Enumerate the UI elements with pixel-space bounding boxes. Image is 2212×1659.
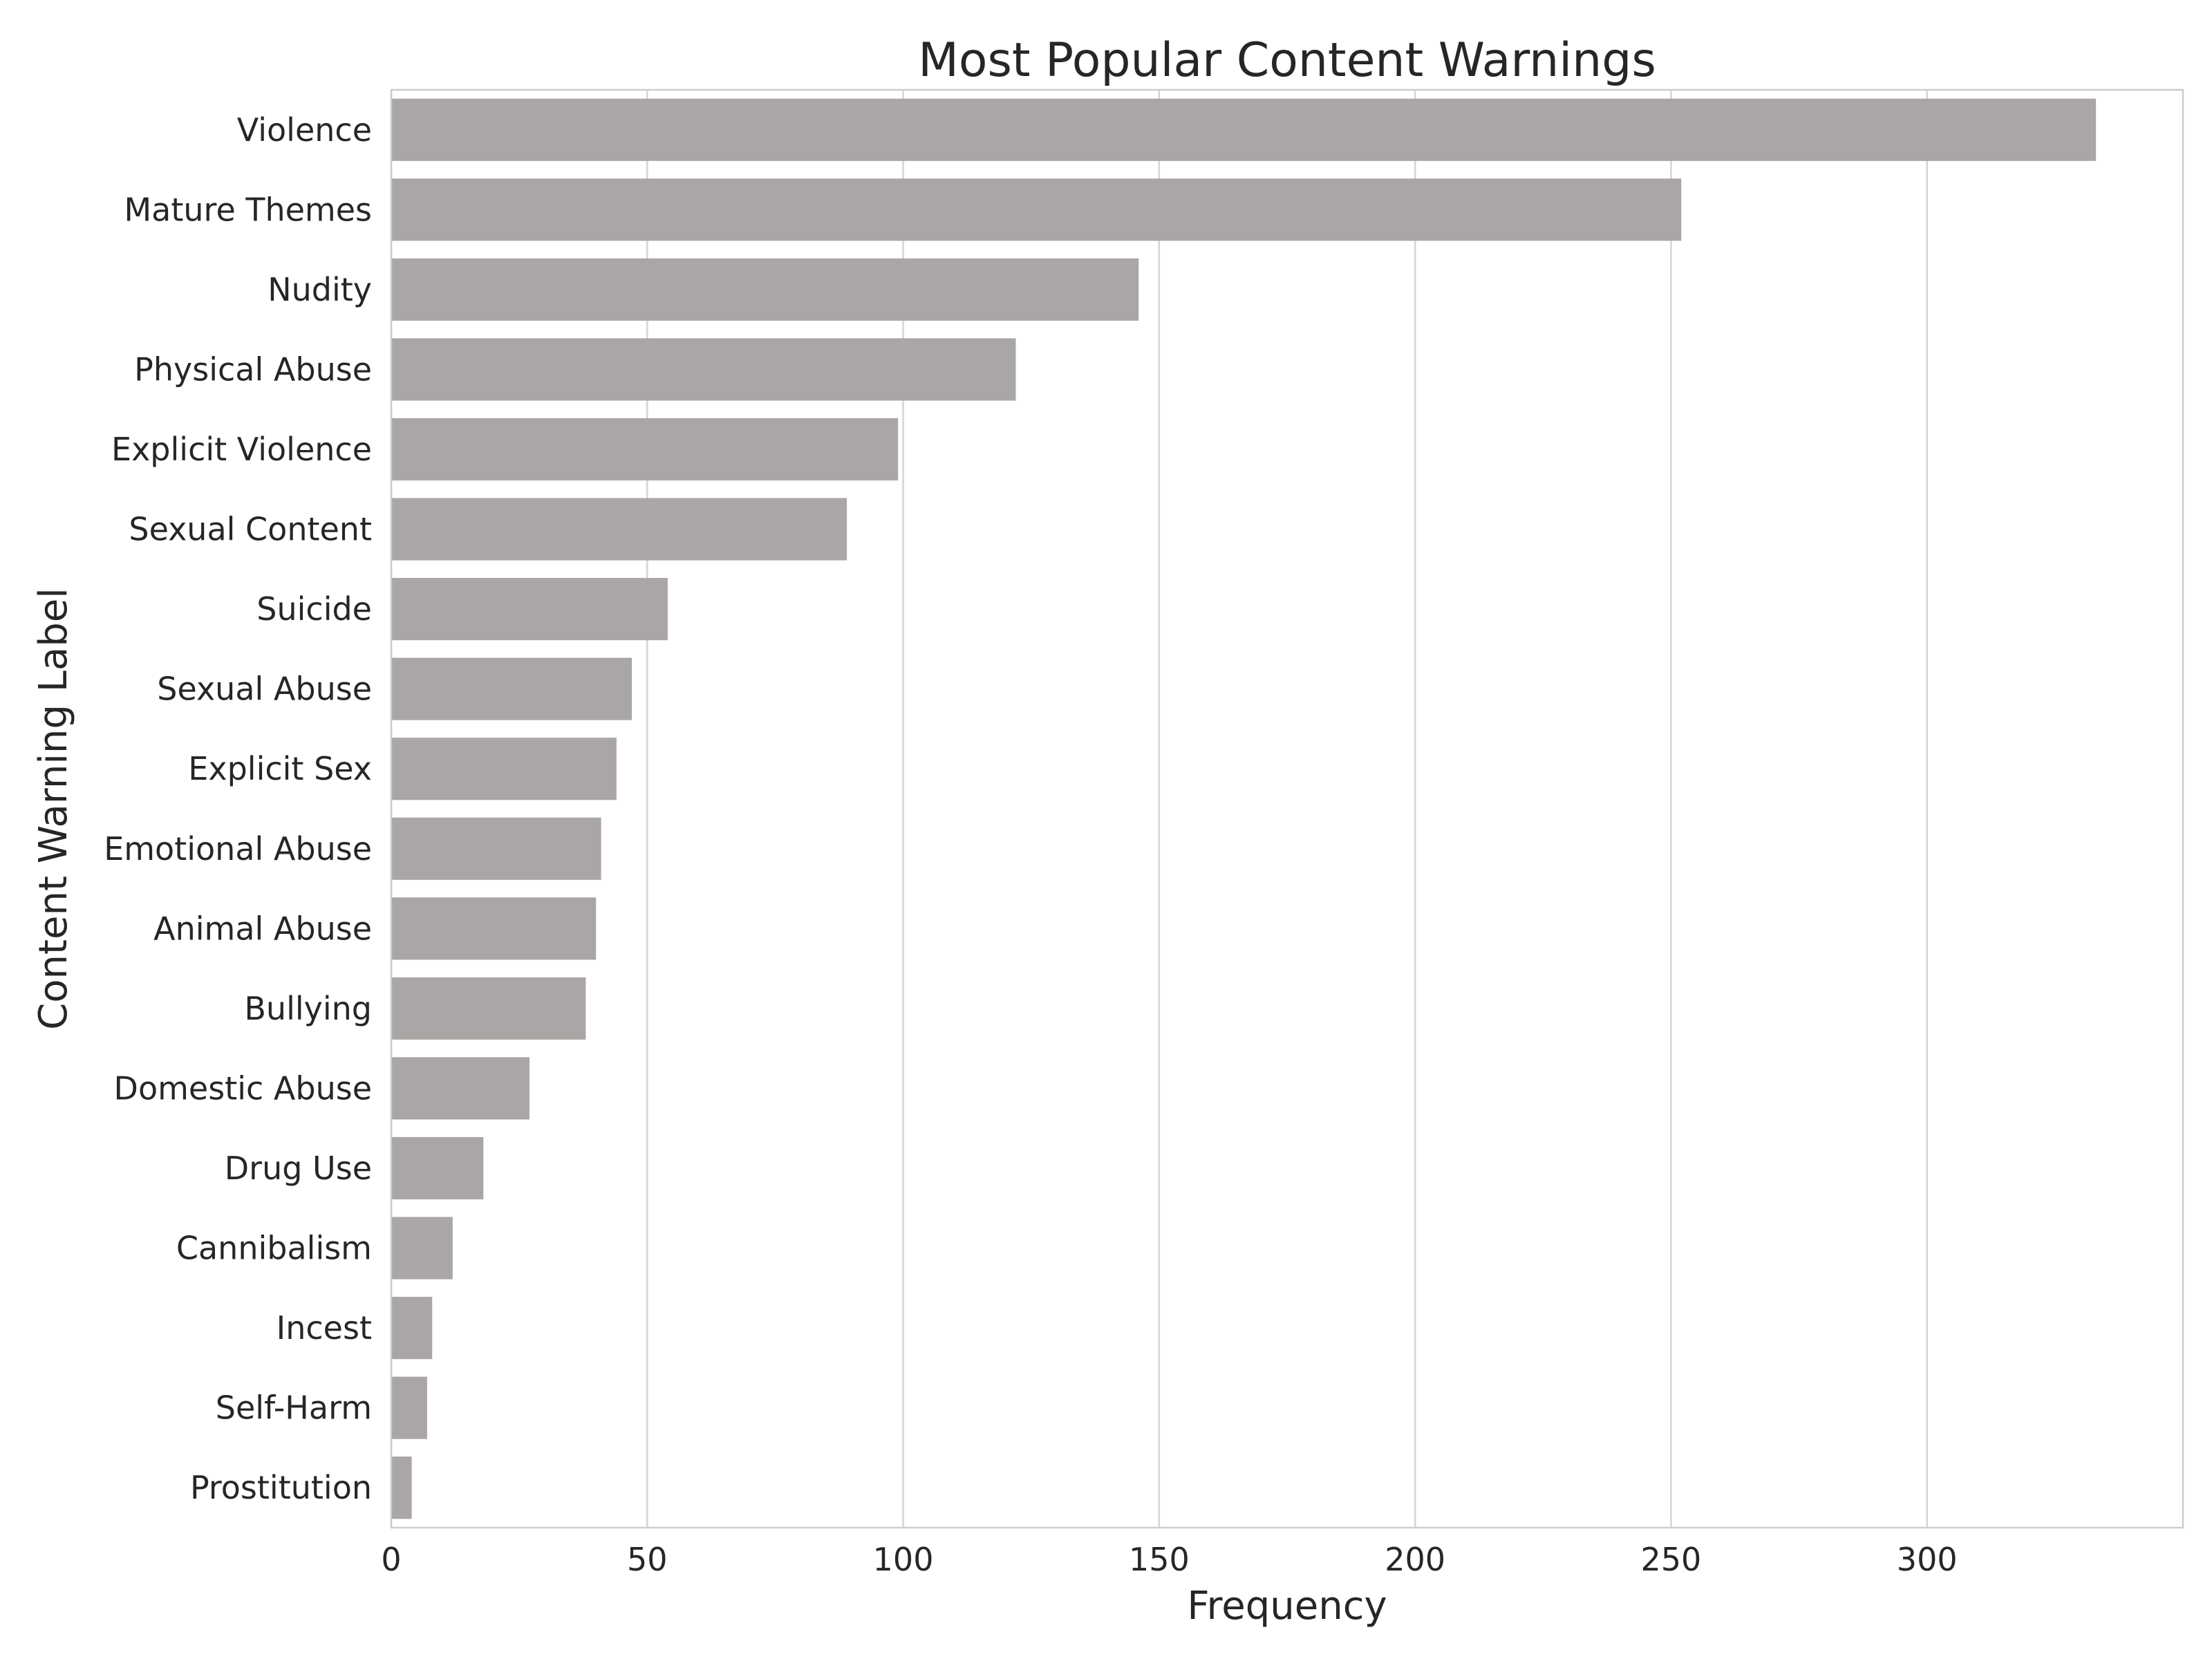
y-tick-label: Cannibalism [176,1230,372,1267]
bar [391,738,617,800]
x-axis-ticks: 0 50 100 150 200 250 300 [381,1541,1957,1578]
bar [391,578,668,641]
bar [391,498,847,561]
bar [391,1057,529,1120]
bar [391,657,632,720]
bar [391,1136,484,1200]
y-tick-label: Suicide [256,590,372,628]
y-tick-label: Prostitution [190,1469,372,1506]
y-tick-label: Mature Themes [124,191,372,228]
x-tick-label: 250 [1641,1541,1702,1578]
bar [391,258,1139,321]
bar [391,178,1682,241]
bar [391,1297,433,1360]
bar [391,98,2097,161]
bar [391,897,597,960]
y-tick-label: Incest [276,1309,372,1347]
x-tick-label: 100 [873,1541,934,1578]
y-axis-ticks: Violence Mature Themes Nudity Physical Abus… [104,111,372,1506]
y-tick-label: Nudity [268,271,372,308]
y-tick-label: Bullying [244,990,372,1027]
y-tick-label: Explicit Sex [188,750,372,787]
y-tick-label: Explicit Violence [111,431,372,468]
y-tick-label: Emotional Abuse [104,830,372,868]
bar [391,1376,427,1439]
x-tick-label: 200 [1385,1541,1445,1578]
y-tick-label: Animal Abuse [153,910,372,947]
y-tick-label: Self-Harm [216,1389,372,1427]
x-tick-label: 150 [1129,1541,1190,1578]
plot-frame [390,88,2184,1529]
x-tick-label: 0 [381,1541,401,1578]
bar [391,418,899,481]
bars [391,98,2097,1519]
y-tick-label: Violence [237,111,372,149]
x-tick-label: 50 [627,1541,668,1578]
bar [391,338,1016,401]
y-tick-label: Sexual Content [129,511,372,548]
bar [391,977,586,1040]
x-tick-label: 300 [1897,1541,1958,1578]
chart-title: Most Popular Content Warnings [918,33,1656,88]
y-tick-label: Physical Abuse [134,350,372,388]
bar [391,1456,412,1519]
y-tick-label: Domestic Abuse [114,1069,372,1107]
x-axis-label: Frequency [1187,1584,1387,1629]
bar [391,817,601,880]
y-tick-label: Drug Use [225,1150,372,1187]
bar [391,1217,453,1280]
y-tick-label: Sexual Abuse [157,671,372,708]
y-axis-label: Content Warning Label [31,588,76,1030]
